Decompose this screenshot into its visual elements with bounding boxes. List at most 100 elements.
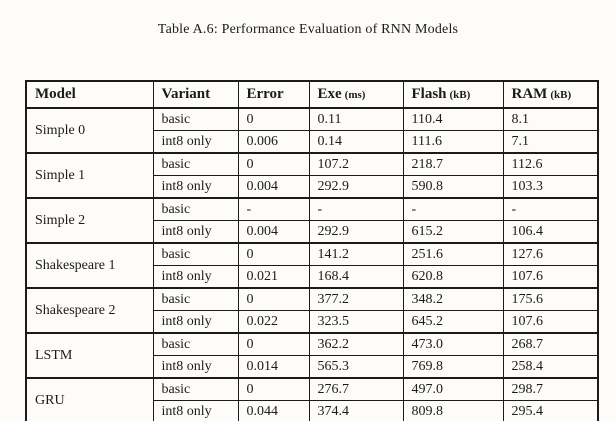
variant-cell: basic xyxy=(152,198,238,221)
table-row-basic: Shakespeare 1 basic 0 141.2 251.6 127.6 xyxy=(26,243,598,289)
ram-cell: 107.6 xyxy=(502,265,598,289)
flash-cell: 615.2 xyxy=(402,220,503,244)
flash-cell: 251.6 xyxy=(402,243,503,266)
ram-cell: 112.6 xyxy=(502,153,598,176)
exe-cell: 565.3 xyxy=(308,355,403,379)
error-cell: 0 xyxy=(237,378,309,401)
variant-cell: int8 only xyxy=(152,265,238,289)
variant-cell: int8 only xyxy=(152,310,238,334)
variant-cell: basic xyxy=(152,153,238,176)
ram-cell: 8.1 xyxy=(502,108,598,131)
error-cell: 0.006 xyxy=(237,130,309,154)
column-unit xyxy=(210,89,213,101)
table-row-int8: int8 only 0.022 323.5 645.2 107.6 xyxy=(26,310,598,334)
model-cell: Simple 2 xyxy=(26,198,153,244)
table-body: Simple 0 basic 0 0.11 110.4 8.1 int8 onl… xyxy=(26,108,598,421)
column-unit: (ms) xyxy=(344,89,366,101)
ram-cell: 106.4 xyxy=(502,220,598,244)
rnn-performance-table: Model Variant Error Exe (ms) Flash (kB) RA… xyxy=(25,80,599,421)
exe-cell: 323.5 xyxy=(308,310,403,334)
model-cell: Simple 0 xyxy=(26,108,153,154)
table-row-basic: Simple 2 basic - - - - xyxy=(26,198,598,244)
flash-cell: 769.8 xyxy=(402,355,503,379)
column-header-error: Error xyxy=(237,81,309,109)
table-row-int8: int8 only 0.006 0.14 111.6 7.1 xyxy=(26,130,598,154)
ram-cell: 7.1 xyxy=(502,130,598,154)
exe-cell: 292.9 xyxy=(308,220,403,244)
flash-cell: 473.0 xyxy=(402,333,503,356)
column-label: Flash xyxy=(411,86,447,102)
exe-cell: 377.2 xyxy=(308,288,403,311)
column-label: Error xyxy=(246,86,284,102)
table-row-basic: Simple 0 basic 0 0.11 110.4 8.1 xyxy=(26,108,598,154)
ram-cell: 103.3 xyxy=(502,175,598,199)
variant-cell: int8 only xyxy=(152,355,238,379)
ram-cell: 295.4 xyxy=(502,400,598,421)
model-cell: Simple 1 xyxy=(26,153,153,199)
table-row-basic: Shakespeare 2 basic 0 377.2 348.2 175.6 xyxy=(26,288,598,334)
variant-cell: basic xyxy=(152,378,238,401)
column-label: Exe xyxy=(317,86,342,102)
flash-cell: 590.8 xyxy=(402,175,503,199)
column-header-ram: RAM (kB) xyxy=(502,81,598,109)
column-header-flash: Flash (kB) xyxy=(402,81,503,109)
table-header: Model Variant Error Exe (ms) Flash (kB) RA… xyxy=(26,81,598,109)
variant-cell: basic xyxy=(152,288,238,311)
table-row-int8: int8 only 0.014 565.3 769.8 258.4 xyxy=(26,355,598,379)
error-cell: 0.044 xyxy=(237,400,309,421)
ram-cell: 107.6 xyxy=(502,310,598,334)
variant-cell: int8 only xyxy=(152,400,238,421)
table-row-int8: int8 only 0.044 374.4 809.8 295.4 xyxy=(26,400,598,421)
ram-cell: 175.6 xyxy=(502,288,598,311)
table-caption: Table A.6: Performance Evaluation of RNN… xyxy=(157,22,459,37)
exe-cell: 0.14 xyxy=(308,130,403,154)
table-row-int8: int8 only 0.004 292.9 615.2 106.4 xyxy=(26,220,598,244)
variant-cell: basic xyxy=(152,333,238,356)
table-row-basic: GRU basic 0 276.7 497.0 298.7 xyxy=(26,378,598,421)
model-cell: Shakespeare 1 xyxy=(26,243,153,289)
exe-cell: 276.7 xyxy=(308,378,403,401)
error-cell: 0 xyxy=(237,108,309,131)
column-header-model: Model xyxy=(26,81,153,109)
error-cell: 0 xyxy=(237,333,309,356)
error-cell: 0 xyxy=(237,243,309,266)
column-label: Variant xyxy=(161,86,211,102)
exe-cell: 141.2 xyxy=(308,243,403,266)
exe-cell: 168.4 xyxy=(308,265,403,289)
exe-cell: 374.4 xyxy=(308,400,403,421)
error-cell: 0.014 xyxy=(237,355,309,379)
exe-cell: - xyxy=(308,198,403,221)
flash-cell: 620.8 xyxy=(402,265,503,289)
error-cell: 0 xyxy=(237,288,309,311)
flash-cell: 809.8 xyxy=(402,400,503,421)
error-cell: 0.022 xyxy=(237,310,309,334)
table-row-basic: LSTM basic 0 362.2 473.0 268.7 xyxy=(26,333,598,379)
variant-cell: int8 only xyxy=(152,175,238,199)
variant-cell: int8 only xyxy=(152,130,238,154)
table-row-basic: Simple 1 basic 0 107.2 218.7 112.6 xyxy=(26,153,598,199)
flash-cell: 110.4 xyxy=(402,108,503,131)
table-row-int8: int8 only 0.004 292.9 590.8 103.3 xyxy=(26,175,598,199)
error-cell: 0 xyxy=(237,153,309,176)
variant-cell: int8 only xyxy=(152,220,238,244)
column-label: RAM xyxy=(511,86,548,102)
flash-cell: 497.0 xyxy=(402,378,503,401)
exe-cell: 362.2 xyxy=(308,333,403,356)
table-row-int8: int8 only 0.021 168.4 620.8 107.6 xyxy=(26,265,598,289)
exe-cell: 292.9 xyxy=(308,175,403,199)
exe-cell: 0.11 xyxy=(308,108,403,131)
error-cell: - xyxy=(237,198,309,221)
ram-cell: 268.7 xyxy=(502,333,598,356)
column-header-variant: Variant xyxy=(152,81,238,109)
column-unit: (kB) xyxy=(449,89,471,101)
error-cell: 0.004 xyxy=(237,175,309,199)
flash-cell: 111.6 xyxy=(402,130,503,154)
flash-cell: 645.2 xyxy=(402,310,503,334)
flash-cell: 348.2 xyxy=(402,288,503,311)
flash-cell: 218.7 xyxy=(402,153,503,176)
column-unit xyxy=(284,89,287,101)
column-unit xyxy=(76,89,79,101)
header-row: Model Variant Error Exe (ms) Flash (kB) RA… xyxy=(26,81,598,109)
ram-cell: - xyxy=(502,198,598,221)
